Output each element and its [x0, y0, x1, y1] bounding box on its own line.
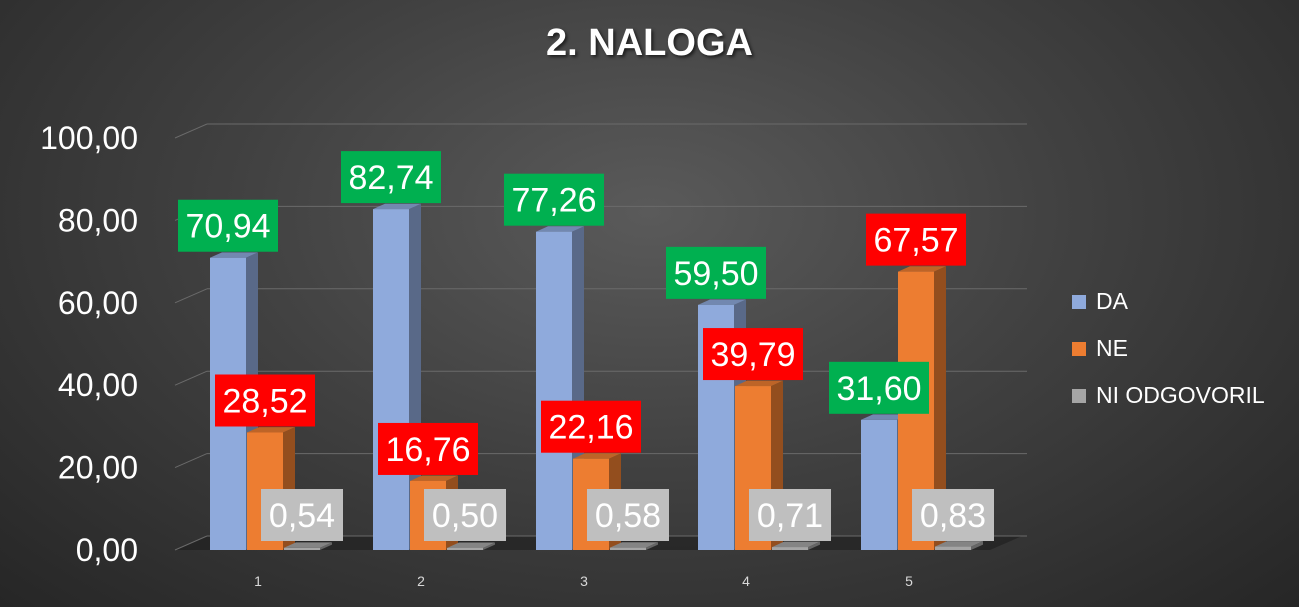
bar-top: [698, 299, 746, 305]
bar-top: [573, 453, 621, 459]
bar-top: [898, 266, 946, 272]
bar-top: [772, 541, 820, 548]
bar: [447, 547, 483, 550]
x-tick-label: 2: [417, 573, 425, 589]
data-label-box: [703, 328, 803, 381]
data-label-box: [829, 361, 929, 414]
data-label-box: [749, 489, 831, 541]
chart-title: 2. NALOGA: [546, 22, 753, 64]
bar-top: [735, 380, 783, 387]
bar-top: [536, 226, 584, 232]
gridline-diag: [174, 288, 208, 304]
bar: [861, 419, 897, 550]
data-label: 70,94: [185, 208, 270, 246]
data-label-box: [666, 246, 766, 299]
bar-side: [483, 542, 495, 550]
data-label: 22,16: [548, 409, 633, 447]
data-label-box: [178, 199, 278, 252]
gridline-diag: [174, 123, 208, 139]
y-tick-label: 20,00: [58, 450, 138, 486]
data-label: 77,26: [511, 182, 596, 220]
bar: [373, 209, 409, 550]
data-label-box: [424, 489, 506, 541]
data-label: 28,52: [222, 382, 307, 420]
bar: [772, 547, 808, 550]
data-label-box: [587, 489, 669, 541]
bar-side: [320, 542, 332, 550]
bar-top: [247, 427, 295, 433]
x-tick-label: 3: [580, 573, 588, 589]
data-label-box: [341, 151, 441, 204]
legend-label-da: DA: [1096, 288, 1128, 314]
x-tick-label: 1: [254, 573, 262, 589]
gridline-diag: [174, 370, 208, 386]
gridline-diag: [174, 535, 208, 551]
legend-item-ne: NE: [1072, 325, 1265, 372]
bar: [284, 547, 320, 550]
y-tick-label: 80,00: [58, 202, 138, 238]
data-label-box: [866, 213, 966, 266]
legend-label-ni-odgovoril: NI ODGOVORIL: [1096, 382, 1265, 408]
x-tick-label: 5: [905, 573, 913, 589]
bar-top: [447, 542, 495, 548]
data-label: 0,54: [269, 497, 335, 535]
bar-top: [861, 414, 909, 420]
y-tick-label: 100,00: [40, 120, 138, 156]
data-label: 67,57: [873, 222, 958, 260]
legend-swatch-ne: [1072, 341, 1086, 356]
bar-side: [934, 266, 946, 550]
data-label: 0,71: [757, 497, 823, 535]
x-tick-label: 4: [742, 573, 750, 589]
data-label: 0,58: [595, 497, 661, 535]
data-label-box: [912, 489, 994, 541]
data-label-box: [261, 489, 343, 541]
legend-item-ni-odgovoril: NI ODGOVORIL: [1072, 372, 1265, 419]
bar-top: [373, 203, 421, 210]
data-label: 0,83: [920, 497, 986, 535]
bar-side: [971, 541, 983, 550]
data-label-box: [504, 173, 604, 226]
bar-top: [284, 542, 332, 548]
bar: [536, 231, 572, 551]
bar-top: [935, 541, 983, 547]
data-label-box: [378, 422, 478, 475]
bar-top: [210, 252, 258, 258]
bar-side: [646, 542, 658, 550]
data-label: 59,50: [673, 255, 758, 293]
legend: DA NE NI ODGOVORIL: [1072, 278, 1265, 419]
bar: [935, 546, 971, 550]
y-tick-label: 40,00: [58, 367, 138, 403]
gridline-diag: [174, 453, 208, 469]
data-label: 31,60: [836, 370, 921, 408]
bar: [610, 547, 646, 550]
data-label-box: [541, 400, 641, 453]
bar-side: [808, 541, 820, 550]
bar-top: [610, 542, 658, 548]
legend-item-da: DA: [1072, 278, 1265, 325]
legend-label-ne: NE: [1096, 335, 1128, 361]
y-tick-label: 0,00: [76, 532, 138, 568]
data-label: 0,50: [432, 497, 498, 535]
data-label: 39,79: [710, 336, 795, 374]
legend-swatch-da: [1072, 294, 1086, 309]
legend-swatch-ni-odgovoril: [1072, 388, 1086, 403]
y-tick-label: 60,00: [58, 285, 138, 321]
bar-top: [410, 475, 458, 481]
data-label-box: [215, 374, 315, 427]
data-label: 82,74: [348, 159, 433, 197]
data-label: 16,76: [385, 431, 470, 469]
